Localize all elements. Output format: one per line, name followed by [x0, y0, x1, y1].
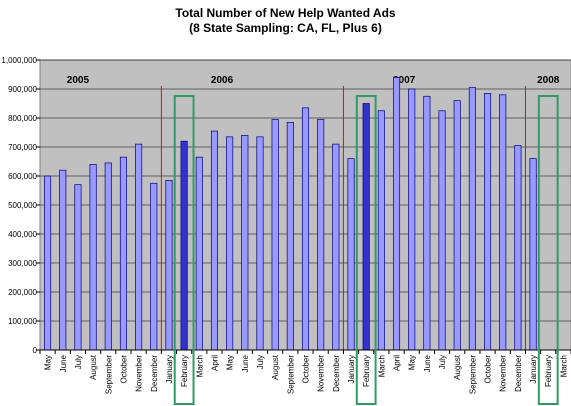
- bar: [423, 95, 431, 351]
- x-tick-label: January: [529, 355, 538, 383]
- highlight-box: [537, 95, 559, 405]
- y-tick-label: 600,000: [8, 172, 37, 181]
- y-tick-label: 400,000: [8, 230, 37, 239]
- chart-title: Total Number of New Help Wanted Ads: [175, 6, 396, 20]
- y-tick-label: 0: [33, 346, 38, 355]
- x-tick-label: August: [89, 354, 98, 380]
- x-tick-label: October: [484, 355, 493, 384]
- x-tick-label: September: [104, 355, 113, 394]
- x-tick-label: June: [59, 354, 68, 372]
- bar: [150, 182, 158, 351]
- x-tick-label: November: [499, 355, 508, 392]
- x-tick-label: December: [150, 355, 159, 392]
- bar: [317, 119, 325, 351]
- x-tick-label: August: [453, 354, 462, 380]
- bar: [74, 184, 82, 351]
- x-tick-label: July: [438, 355, 447, 369]
- bar: [271, 119, 279, 351]
- highlight-box: [355, 95, 377, 405]
- bar: [347, 158, 355, 351]
- bar: [484, 92, 492, 351]
- bar: [180, 140, 188, 351]
- x-tick-label: March: [559, 355, 568, 377]
- bar: [453, 100, 461, 351]
- bar: [377, 110, 385, 351]
- x-tick-label: May: [226, 355, 235, 370]
- bar: [529, 158, 537, 351]
- bar: [241, 135, 249, 351]
- x-tick-label: February: [362, 355, 371, 387]
- y-tick-label: 300,000: [8, 259, 37, 268]
- bar: [89, 164, 97, 351]
- x-tick-label: June: [241, 354, 250, 372]
- chart-subtitle: (8 State Sampling: CA, FL, Plus 6): [189, 21, 382, 35]
- x-tick-label: April: [393, 355, 402, 371]
- x-tick-label: February: [544, 355, 553, 387]
- bar: [468, 87, 476, 351]
- x-tick-label: October: [302, 355, 311, 384]
- x-tick-label: November: [317, 355, 326, 392]
- y-tick-label: 800,000: [8, 114, 37, 123]
- y-tick-label: 1,000,000: [1, 56, 37, 65]
- x-tick-label: January: [165, 355, 174, 383]
- bar: [59, 169, 67, 351]
- x-tick-label: January: [347, 355, 356, 383]
- x-tick-label: February: [180, 355, 189, 387]
- y-tick-label: 200,000: [8, 288, 37, 297]
- bar: [408, 88, 416, 351]
- bar: [332, 143, 340, 351]
- bar: [44, 175, 52, 351]
- x-tick-label: May: [44, 355, 53, 370]
- bar: [195, 156, 203, 351]
- x-tick-label: March: [377, 355, 386, 377]
- x-tick-label: July: [256, 355, 265, 369]
- x-tick-label: June: [423, 354, 432, 372]
- x-tick-label: September: [468, 355, 477, 394]
- x-tick-label: September: [286, 355, 295, 394]
- y-tick-label: 100,000: [8, 317, 37, 326]
- x-tick-label: December: [332, 355, 341, 392]
- bar: [135, 143, 143, 351]
- x-tick-label: July: [74, 355, 83, 369]
- bar: [119, 156, 127, 351]
- bar: [499, 94, 507, 351]
- year-label: 2007: [393, 75, 416, 86]
- x-tick-label: April: [210, 355, 219, 371]
- bar: [392, 77, 401, 351]
- x-tick-label: November: [135, 355, 144, 392]
- year-label: 2006: [211, 75, 234, 86]
- x-tick-label: August: [271, 354, 280, 380]
- bar: [210, 130, 219, 351]
- bar: [438, 110, 446, 351]
- bar: [301, 107, 310, 351]
- x-tick-label: March: [195, 355, 204, 377]
- highlight-box: [173, 95, 195, 405]
- y-tick-label: 900,000: [8, 85, 37, 94]
- year-label: 2008: [537, 75, 560, 86]
- bar: [362, 103, 370, 351]
- bar: [104, 162, 112, 351]
- x-tick-label: May: [408, 355, 417, 370]
- year-label: 2005: [67, 75, 90, 86]
- bar: [286, 121, 294, 351]
- x-tick-label: October: [119, 355, 128, 384]
- x-tick-label: December: [514, 355, 523, 392]
- bar: [514, 145, 522, 351]
- bar: [226, 136, 234, 351]
- y-tick-label: 500,000: [8, 201, 37, 210]
- bar: [256, 136, 264, 351]
- bar: [165, 180, 173, 351]
- y-tick-label: 700,000: [8, 143, 37, 152]
